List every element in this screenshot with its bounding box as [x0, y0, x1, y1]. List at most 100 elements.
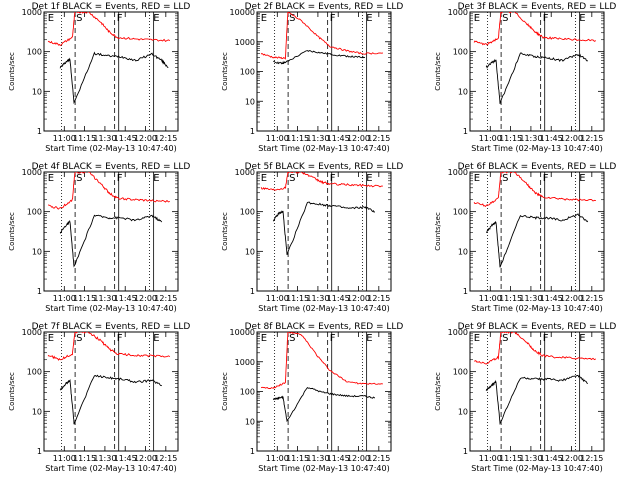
chart-6-x-tick-label: 11:00: [479, 294, 502, 303]
chart-8-x-tick-label: 11:15: [286, 454, 309, 463]
chart-3-y-tick-label: 10: [458, 87, 468, 96]
chart-6-phase-marker: E: [579, 173, 585, 184]
chart-3-x-axis-label: Start Time (02-May-13 10:47:40): [471, 144, 602, 153]
chart-9-y-tick-label: 10: [458, 407, 468, 416]
chart-2-y-tick-label: 100: [240, 68, 255, 77]
chart-1-plot-frame: [43, 11, 179, 132]
chart-5-x-tick-label: 11:45: [327, 294, 350, 303]
chart-4-x-tick-label: 11:00: [53, 294, 76, 303]
chart-1-y-tick-label: 10: [32, 87, 42, 96]
chart-8-plot-frame: [256, 331, 392, 452]
chart-7-title: Det 7f BLACK = Events, RED = LLD: [32, 322, 191, 332]
chart-9-x-tick-label: 11:15: [499, 454, 522, 463]
chart-2-title: Det 2f BLACK = Events, RED = LLD: [245, 2, 404, 12]
chart-8-y-tick-label: 1000: [235, 358, 255, 367]
chart-5-x-tick-label: 11:30: [306, 294, 329, 303]
chart-8-phase-marker: E: [261, 333, 267, 344]
chart-5-x-tick-label: 11:00: [266, 294, 289, 303]
chart-9-y-tick-label: 1: [463, 447, 468, 456]
chart-7-y-axis-label: Counts/sec: [8, 372, 16, 411]
chart-2: Det 2f BLACK = Events, RED = LLD 1 10 100 10…: [221, 2, 403, 153]
chart-6-y-tick-label: 10: [458, 247, 468, 256]
chart-8-phase-marker: F: [330, 333, 336, 344]
chart-8-y-tick-label: 10000: [230, 328, 255, 337]
chart-2-phase-marker: F: [330, 13, 336, 24]
chart-4-y-tick-label: 1000: [22, 168, 42, 177]
chart-6-phase-marker: E: [474, 173, 480, 184]
chart-2-x-tick-label: 11:30: [306, 134, 329, 143]
chart-8-x-tick-label: 11:45: [327, 454, 350, 463]
chart-1-y-tick-label: 1000: [22, 8, 42, 17]
chart-1-series-events: [59, 51, 169, 105]
chart-7-y-tick-label: 1: [37, 447, 42, 456]
chart-2-y-tick-label: 1000: [235, 38, 255, 47]
chart-8-x-tick-label: 12:15: [367, 454, 390, 463]
chart-9-x-axis-label: Start Time (02-May-13 10:47:40): [471, 464, 602, 473]
chart-6-y-tick-label: 100: [453, 208, 468, 217]
chart-1-title: Det 1f BLACK = Events, RED = LLD: [32, 2, 191, 12]
chart-2-y-axis-label: Counts/sec: [221, 52, 229, 91]
chart-3-x-tick-label: 11:30: [519, 134, 542, 143]
chart-8-phase-marker: S: [289, 333, 295, 344]
chart-1-x-tick-label: 12:15: [154, 134, 177, 143]
chart-4-x-axis-label: Start Time (02-May-13 10:47:40): [45, 304, 176, 313]
chart-6-series-lld: [473, 172, 596, 208]
chart-5-phase-marker: S: [289, 173, 295, 184]
chart-2-x-tick-label: 11:45: [327, 134, 350, 143]
chart-3-x-tick-label: 12:00: [560, 134, 583, 143]
chart-3-title: Det 3f BLACK = Events, RED = LLD: [458, 2, 617, 12]
chart-1-phase-marker: E: [48, 13, 54, 24]
chart-9-plot-frame: [469, 331, 605, 452]
chart-7-y-tick-label: 100: [27, 368, 42, 377]
chart-1-series-lld: [47, 12, 171, 46]
chart-6: Det 6f BLACK = Events, RED = LLD 1 10 100 10…: [434, 162, 616, 313]
chart-4-series-lld: [48, 172, 171, 210]
chart-6-title: Det 6f BLACK = Events, RED = LLD: [458, 162, 617, 172]
chart-7-phase-marker: E: [153, 333, 159, 344]
chart-1-y-tick-label: 100: [27, 48, 42, 57]
chart-2-phase-marker: S: [289, 13, 295, 24]
chart-3-x-tick-label: 11:45: [540, 134, 563, 143]
chart-6-phase-marker: F: [543, 173, 549, 184]
chart-2-series-events: [273, 50, 366, 65]
chart-9-phase-marker: F: [543, 333, 549, 344]
chart-4-x-tick-label: 12:00: [134, 294, 157, 303]
chart-8-x-tick-label: 11:00: [266, 454, 289, 463]
chart-6-y-tick-label: 1: [463, 287, 468, 296]
chart-5-phase-marker: F: [330, 173, 336, 184]
chart-3-y-axis-label: Counts/sec: [434, 52, 442, 91]
chart-9-x-tick-label: 12:15: [580, 454, 603, 463]
chart-1-x-axis-label: Start Time (02-May-13 10:47:40): [45, 144, 176, 153]
chart-9-series-lld: [474, 332, 597, 365]
chart-2-x-tick-label: 11:00: [266, 134, 289, 143]
chart-3-y-tick-label: 1000: [448, 8, 468, 17]
chart-4-series-events: [59, 214, 163, 268]
chart-9: Det 9f BLACK = Events, RED = LLD 1 10 100 10…: [434, 322, 616, 473]
chart-3-x-tick-label: 11:00: [479, 134, 502, 143]
chart-1-y-tick-label: 1: [37, 127, 42, 136]
chart-7-phase-marker: E: [48, 333, 54, 344]
chart-4-y-axis-label: Counts/sec: [8, 212, 16, 251]
chart-4-y-tick-label: 10: [32, 247, 42, 256]
chart-3-series-lld: [473, 12, 597, 46]
chart-9-x-tick-label: 11:00: [479, 454, 502, 463]
chart-5-series-events: [272, 201, 376, 256]
chart-9-title: Det 9f BLACK = Events, RED = LLD: [458, 322, 617, 332]
chart-7-series-events: [59, 374, 162, 425]
chart-5-y-axis-label: Counts/sec: [221, 212, 229, 251]
chart-9-y-tick-label: 1000: [448, 328, 468, 337]
chart-7-phase-marker: S: [76, 333, 82, 344]
chart-9-phase-marker: S: [502, 333, 508, 344]
chart-2-phase-marker: E: [366, 13, 372, 24]
chart-9-x-tick-label: 12:00: [560, 454, 583, 463]
chart-4-phase-marker: F: [117, 173, 123, 184]
chart-5-x-tick-label: 12:00: [347, 294, 370, 303]
chart-4-y-tick-label: 100: [27, 208, 42, 217]
chart-7-x-tick-label: 11:30: [93, 454, 116, 463]
chart-3-plot-frame: [469, 11, 605, 132]
chart-6-phase-marker: S: [502, 173, 508, 184]
chart-7-y-tick-label: 1000: [22, 328, 42, 337]
chart-6-x-tick-label: 11:30: [519, 294, 542, 303]
chart-6-x-tick-label: 12:00: [560, 294, 583, 303]
